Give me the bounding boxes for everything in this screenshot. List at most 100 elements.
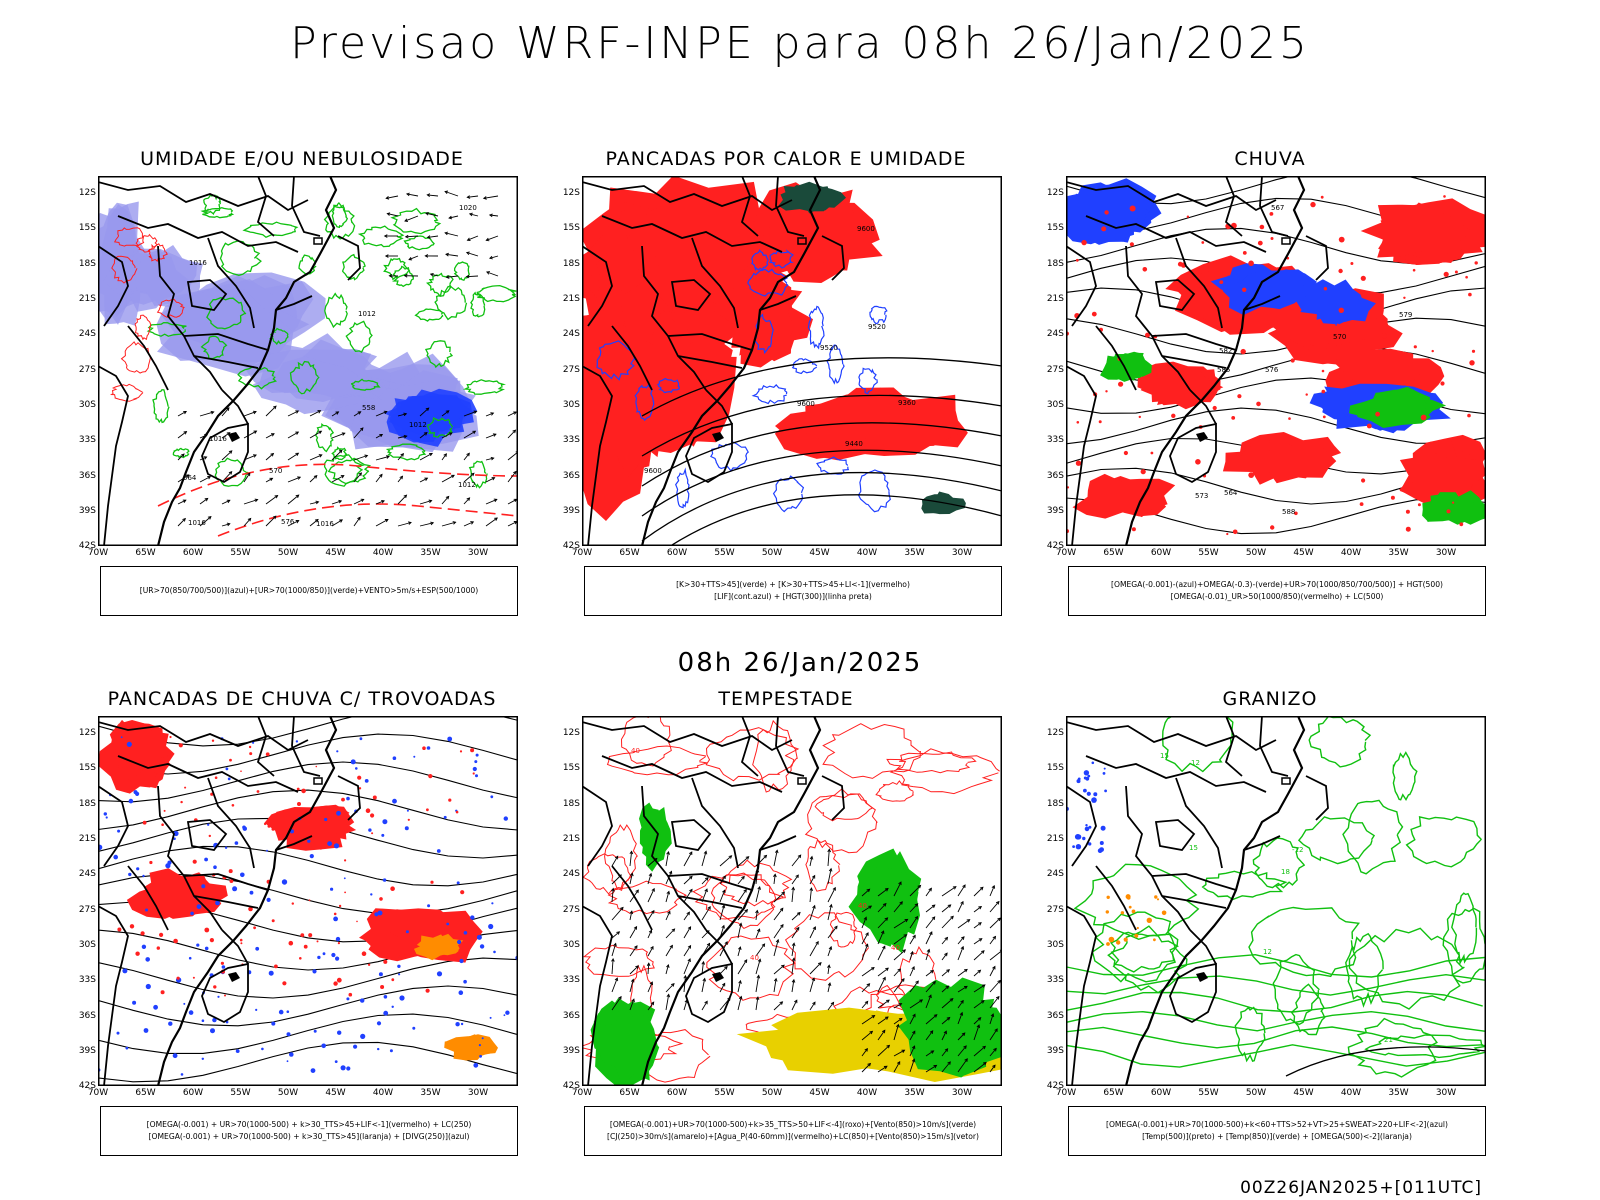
thunder-speckle bbox=[161, 823, 164, 826]
rain-speckle bbox=[1446, 509, 1451, 514]
humidity-1000-850-contour bbox=[242, 221, 299, 238]
wind850-vector bbox=[957, 986, 968, 993]
contour-label: 567 bbox=[1271, 204, 1284, 212]
wind850-vector bbox=[737, 856, 749, 867]
divg-speckle bbox=[360, 1033, 366, 1039]
wind850-vector-head bbox=[966, 919, 971, 923]
lon-label: 35W bbox=[904, 1088, 925, 1098]
wind850-vector bbox=[989, 885, 995, 897]
state-border bbox=[611, 325, 653, 391]
humidity-1000-850-contour bbox=[172, 447, 190, 459]
rain-speckle bbox=[1226, 532, 1229, 536]
panel-granizo: GRANIZO 12S 15S 18S 21S 24S 27S 30S 33S 36S 39S 42S… bbox=[1030, 688, 1510, 1178]
rain-speckle bbox=[1431, 349, 1434, 353]
wind-vector-head bbox=[358, 472, 363, 477]
wind850-vector bbox=[893, 949, 906, 961]
lon-label: 50W bbox=[1245, 1088, 1267, 1098]
wind850-vector-head bbox=[651, 887, 655, 892]
lake bbox=[712, 972, 724, 982]
hail-risk bbox=[1082, 836, 1086, 841]
thunder-speckle bbox=[372, 795, 377, 800]
wind850-10ms bbox=[898, 977, 985, 1065]
state-border bbox=[186, 279, 228, 311]
panel-umidade: UMIDADE E/OU NEBULOSIDADE 12S 15S 18S 21S 24S… bbox=[62, 148, 542, 638]
lon-label: 55W bbox=[1198, 1088, 1219, 1098]
hgt300-contour bbox=[641, 471, 1002, 542]
lif-contour bbox=[791, 358, 818, 375]
wind850-vector-head bbox=[904, 918, 909, 923]
wind850-vector bbox=[719, 890, 726, 903]
wind850-vector-head bbox=[933, 1014, 938, 1018]
wind-vector bbox=[309, 410, 321, 417]
hgt300-contour bbox=[641, 422, 1002, 487]
wind-vector-head bbox=[485, 237, 490, 242]
state-border bbox=[1224, 716, 1243, 777]
divg-speckle bbox=[470, 915, 475, 920]
hail-risk bbox=[1088, 842, 1092, 846]
lon-label: 35W bbox=[420, 1088, 441, 1098]
wind-vector bbox=[331, 432, 345, 439]
divg-speckle bbox=[235, 1049, 240, 1053]
hgt500-streamline bbox=[1066, 317, 1486, 355]
wind-vector bbox=[265, 453, 274, 461]
divg-speckle bbox=[117, 829, 121, 833]
wind-vector bbox=[405, 235, 419, 238]
wind850-vector bbox=[877, 946, 886, 961]
wind850-vector bbox=[877, 903, 887, 913]
wind850-vector bbox=[893, 968, 901, 977]
wind850-vector-head bbox=[991, 884, 996, 889]
divg-speckle bbox=[505, 1010, 510, 1015]
wind850-vector bbox=[755, 910, 758, 921]
divg-speckle bbox=[153, 1004, 158, 1010]
rain-speckle bbox=[1320, 195, 1324, 199]
lon-label: 30W bbox=[1435, 1088, 1457, 1098]
rain-speckle bbox=[1443, 271, 1449, 277]
wind-vector bbox=[427, 194, 439, 197]
lon-label: 45W bbox=[1293, 548, 1314, 558]
wind-vector bbox=[448, 215, 459, 219]
lif-contour bbox=[869, 305, 888, 325]
wind850-vector bbox=[701, 906, 711, 921]
omega-rh-rain bbox=[1334, 348, 1422, 393]
divg-speckle bbox=[120, 736, 123, 739]
wind-vector bbox=[309, 430, 322, 439]
lat-label: 18S bbox=[1046, 798, 1064, 809]
wind-vector-head bbox=[429, 452, 433, 457]
humidity-850-500 bbox=[157, 289, 294, 377]
humidity-1000-850-contour bbox=[146, 321, 187, 337]
wind850-vector bbox=[611, 856, 619, 867]
rain-speckle bbox=[1219, 280, 1224, 284]
wind850-vector-head bbox=[980, 1000, 985, 1004]
precip-water-contour bbox=[822, 723, 921, 779]
wind850-vector-head bbox=[724, 940, 728, 945]
thunder-speckle bbox=[282, 981, 287, 986]
humidity-1000-850-contour bbox=[462, 379, 506, 395]
temp850-contour bbox=[1342, 799, 1404, 875]
wind850-vector bbox=[683, 999, 688, 1011]
lat-label: 42S bbox=[562, 1081, 580, 1092]
precip-water-contour bbox=[705, 727, 800, 782]
wind850-vector bbox=[773, 964, 785, 975]
contour-label: 564 bbox=[1224, 489, 1238, 497]
wind850-vector-head bbox=[865, 943, 869, 948]
rain-speckle bbox=[1269, 212, 1274, 216]
wind850-vector-head bbox=[630, 978, 635, 983]
state-border bbox=[337, 235, 361, 281]
divg-speckle bbox=[382, 878, 387, 882]
wind-vector bbox=[419, 432, 428, 439]
thunder-speckle bbox=[341, 797, 345, 802]
wind-vector-head bbox=[379, 473, 383, 478]
wind-vector-head bbox=[357, 411, 362, 415]
wind850-vector-head bbox=[650, 945, 654, 950]
panel-title: TEMPESTADE bbox=[718, 688, 854, 710]
divg-speckle bbox=[204, 857, 208, 862]
wind850-vector-head bbox=[689, 888, 693, 893]
wind-vector-head bbox=[338, 449, 343, 454]
lon-label: 45W bbox=[325, 548, 346, 558]
wind850-vector bbox=[773, 939, 779, 957]
thunder-speckle bbox=[377, 917, 381, 921]
thunder-speckle bbox=[155, 895, 160, 900]
state-border bbox=[740, 716, 759, 777]
rain-speckle bbox=[1098, 420, 1102, 424]
divg-speckle bbox=[489, 1016, 492, 1019]
